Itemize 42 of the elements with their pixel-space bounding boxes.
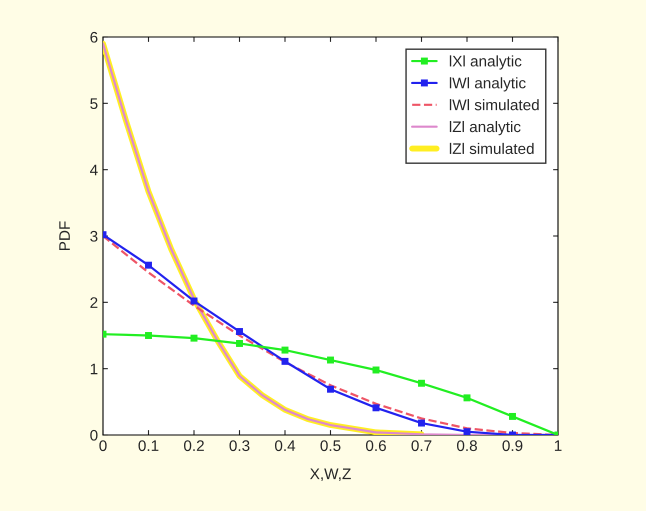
point [282, 346, 288, 354]
x-tick-label: 0.9 [502, 440, 522, 452]
x-tick-label: 1 [554, 440, 562, 451]
point [327, 386, 334, 393]
point [509, 412, 516, 420]
legend-label: lZl analytic [450, 120, 521, 136]
point [464, 428, 470, 435]
y-tick-label: 3 [90, 230, 98, 242]
y-tick-label: 0 [90, 430, 98, 441]
point [372, 404, 380, 412]
legend-label: lXl analytic [450, 55, 522, 70]
point [282, 358, 288, 365]
x-tick-label: 0.8 [456, 440, 477, 452]
y-axis-title: PDF [59, 221, 70, 250]
point [327, 356, 334, 364]
y-tick-label: 4 [90, 164, 98, 176]
x-tick-label: 0.1 [138, 440, 158, 452]
x-tick-label: 0.2 [184, 440, 204, 452]
y-tick-label: 6 [90, 32, 98, 43]
y-tick-label: 5 [90, 98, 98, 110]
x-tick-label: 0.7 [411, 440, 432, 452]
x-axis-title: X,W,Z [310, 468, 351, 482]
x-tick-label: 0.5 [320, 440, 340, 452]
x-tick-label: 0.3 [229, 440, 250, 452]
x-tick-label: 0.4 [274, 440, 296, 452]
legend-label: lWl simulated [450, 99, 539, 110]
point [418, 380, 425, 387]
y-tick-label: 1 [90, 364, 98, 374]
point [236, 340, 243, 347]
point [372, 366, 380, 374]
point [190, 334, 198, 342]
legend-label: lZl simulated [450, 142, 534, 154]
x-tick-label: 0 [99, 440, 107, 452]
point [145, 262, 152, 269]
point [145, 332, 152, 339]
point [418, 420, 425, 427]
point [236, 328, 243, 335]
legend-label: lWl analytic [450, 77, 526, 92]
point [464, 394, 470, 402]
point [190, 298, 198, 304]
y-tick-label: 2 [90, 297, 98, 308]
x-tick-label: 0.6 [366, 440, 386, 452]
